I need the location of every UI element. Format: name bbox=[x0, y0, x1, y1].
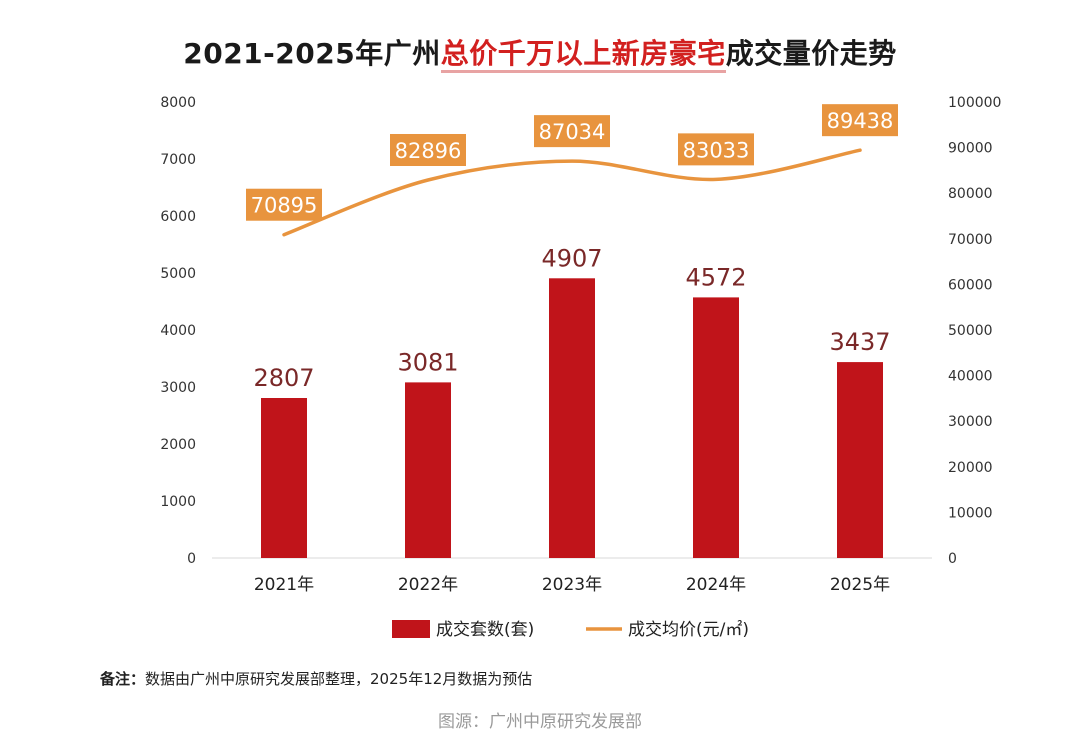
right-axis-tick: 50000 bbox=[948, 323, 993, 339]
title-suffix: 成交量价走势 bbox=[725, 37, 897, 70]
price-line bbox=[282, 148, 862, 237]
left-axis-tick: 7000 bbox=[160, 152, 196, 168]
price-value-label: 89438 bbox=[827, 109, 894, 133]
price-label-box bbox=[390, 133, 466, 166]
footnote-text: 数据由广州中原研究发展部整理，2025年12月数据为预估 bbox=[145, 670, 533, 688]
bar-value-label: 3437 bbox=[829, 328, 890, 356]
right-axis-tick: 60000 bbox=[948, 277, 993, 293]
left-axis-tick: 2000 bbox=[160, 437, 196, 453]
x-axis-tick: 2023年 bbox=[542, 575, 602, 595]
right-axis-tick: 40000 bbox=[948, 369, 993, 385]
right-axis-tick: 10000 bbox=[948, 505, 993, 521]
x-axis-tick: 2024年 bbox=[686, 575, 746, 595]
left-axis-tick: 3000 bbox=[160, 380, 196, 396]
x-axis-tick: 2025年 bbox=[830, 575, 890, 595]
legend-bar-label: 成交套数(套) bbox=[436, 620, 534, 640]
price-label-box bbox=[822, 104, 898, 137]
left-axis-tick: 4000 bbox=[160, 323, 196, 339]
bar-2024年 bbox=[693, 297, 739, 558]
title-highlight: 总价千万以上新房豪宅 bbox=[440, 37, 726, 73]
bar-value-label: 3081 bbox=[397, 348, 458, 376]
left-axis-tick: 0 bbox=[187, 551, 196, 567]
bar-value-label: 2807 bbox=[253, 364, 314, 392]
right-axis-tick: 70000 bbox=[948, 232, 993, 248]
right-axis-tick: 100000 bbox=[948, 95, 1001, 111]
left-axis-tick: 1000 bbox=[160, 494, 196, 510]
price-value-label: 83033 bbox=[683, 138, 750, 162]
bar-2021年 bbox=[261, 398, 307, 558]
left-axis-tick: 6000 bbox=[160, 209, 196, 225]
footnote-label: 备注： bbox=[100, 670, 146, 688]
bar-2022年 bbox=[405, 382, 451, 558]
title-prefix: 2021-2025年广州 bbox=[183, 37, 441, 70]
left-axis-tick: 5000 bbox=[160, 266, 196, 282]
legend-bar-swatch bbox=[392, 620, 430, 638]
bar-value-label: 4907 bbox=[541, 244, 602, 272]
image-source: 图源：广州中原研究发展部 bbox=[438, 712, 642, 732]
x-axis-tick: 2021年 bbox=[254, 575, 314, 595]
right-axis-tick: 90000 bbox=[948, 141, 993, 157]
price-label-box bbox=[534, 115, 610, 148]
right-axis-tick: 0 bbox=[948, 551, 957, 567]
bar-2025年 bbox=[837, 362, 883, 558]
price-label-box bbox=[246, 188, 322, 221]
bar-value-label: 4572 bbox=[685, 263, 746, 291]
bar-2023年 bbox=[549, 278, 595, 558]
left-axis-tick: 8000 bbox=[160, 95, 196, 111]
price-value-label: 70895 bbox=[251, 194, 318, 218]
footnote: 备注：数据由广州中原研究发展部整理，2025年12月数据为预估 bbox=[100, 668, 532, 689]
right-axis-tick: 80000 bbox=[948, 186, 993, 202]
x-axis-tick: 2022年 bbox=[398, 575, 458, 595]
legend-line-label: 成交均价(元/㎡) bbox=[628, 620, 749, 640]
price-value-label: 87034 bbox=[539, 120, 606, 144]
price-value-label: 82896 bbox=[395, 139, 462, 163]
price-label-box bbox=[678, 133, 754, 166]
chart-title: 2021-2025年广州总价千万以上新房豪宅成交量价走势 bbox=[0, 32, 1080, 73]
right-axis-tick: 30000 bbox=[948, 414, 993, 430]
right-axis-tick: 20000 bbox=[948, 460, 993, 476]
